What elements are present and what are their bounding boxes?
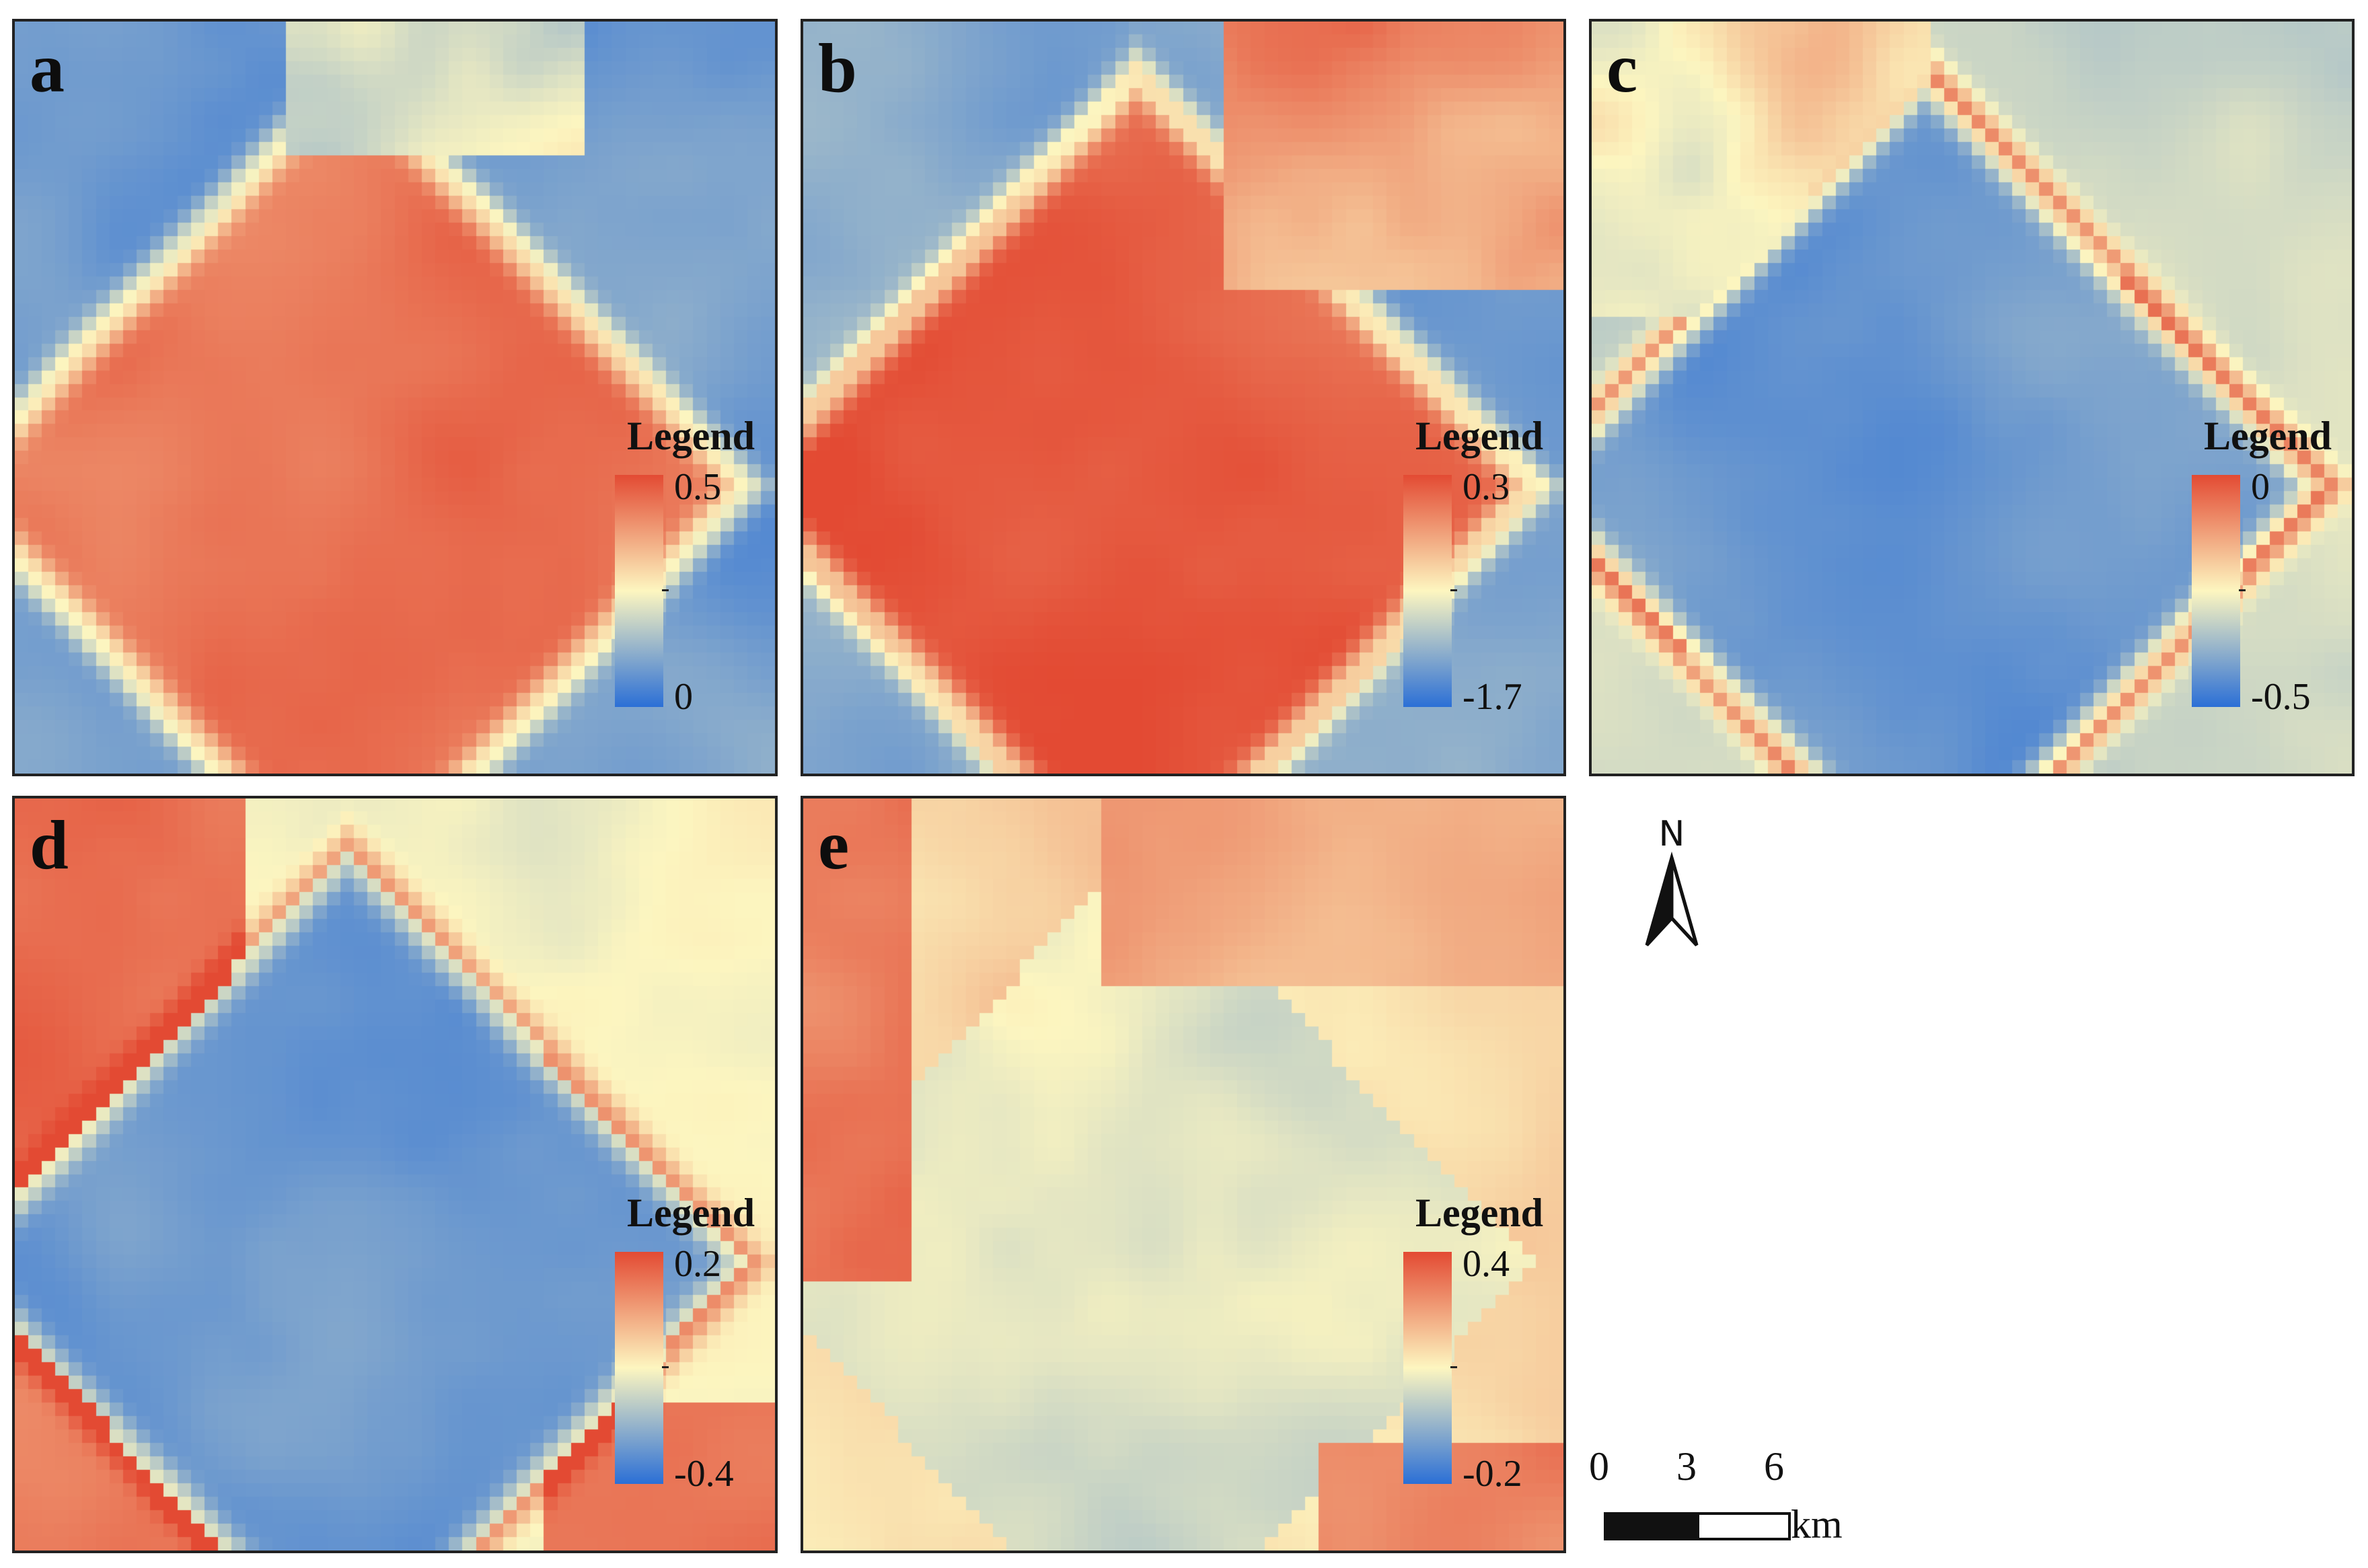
legend-mid-tick — [662, 1366, 669, 1368]
legend-max-value: 0.4 — [1463, 1243, 1510, 1285]
map-panel-a: a Legend 0.5 0 — [12, 19, 778, 776]
panel-label-c: c — [1606, 30, 1638, 107]
legend-title: Legend — [2203, 414, 2332, 458]
legend-min-value: -1.7 — [1463, 676, 1522, 718]
legend-max-value: 0.5 — [674, 466, 721, 508]
legend-max-value: 0.3 — [1463, 466, 1510, 508]
map-panel-d: d Legend 0.2 -0.4 — [12, 796, 778, 1553]
legend-title: Legend — [626, 414, 755, 458]
legend-d: Legend 0.2 -0.4 — [600, 1193, 755, 1529]
map-panel-c: c Legend 0 -0.5 — [1589, 19, 2355, 776]
map-panel-b: b Legend 0.3 -1.7 — [801, 19, 1566, 776]
legend-e: Legend 0.4 -0.2 — [1389, 1193, 1543, 1529]
legend-color-bar — [1403, 1252, 1452, 1484]
legend-c: Legend 0 -0.5 — [2177, 416, 2332, 752]
panel-label-a: a — [30, 30, 65, 107]
scale-unit: km — [1791, 1502, 1843, 1546]
legend-mid-tick — [2239, 589, 2246, 591]
map-panel-e: e Legend 0.4 -0.2 — [801, 796, 1566, 1553]
legend-a: Legend 0.5 0 — [600, 416, 755, 752]
scale-bar: 0 3 6 km — [1588, 1446, 1870, 1547]
scale-tick-3: 3 — [1676, 1444, 1697, 1489]
legend-min-value: -0.5 — [2251, 676, 2311, 718]
panel-label-e: e — [818, 807, 850, 884]
legend-color-bar — [1403, 475, 1452, 707]
legend-mid-tick — [1450, 1366, 1457, 1368]
legend-min-value: -0.4 — [674, 1453, 734, 1495]
scale-tick-6: 6 — [1764, 1444, 1784, 1489]
legend-color-bar — [615, 1252, 663, 1484]
legend-title: Legend — [1415, 414, 1543, 458]
legend-mid-tick — [1450, 589, 1457, 591]
legend-color-bar — [2192, 475, 2240, 707]
north-arrow-icon: N — [1645, 814, 1699, 946]
legend-color-bar — [615, 475, 663, 707]
scale-bar-graphic — [1604, 1512, 1791, 1540]
legend-max-value: 0.2 — [674, 1243, 721, 1285]
legend-b: Legend 0.3 -1.7 — [1389, 416, 1543, 752]
legend-mid-tick — [662, 589, 669, 591]
legend-min-value: 0 — [674, 676, 693, 718]
scale-tick-0: 0 — [1589, 1444, 1609, 1489]
panel-label-d: d — [30, 807, 69, 884]
panel-label-b: b — [818, 30, 857, 107]
legend-min-value: -0.2 — [1463, 1453, 1522, 1495]
north-label: N — [1659, 814, 1685, 854]
legend-max-value: 0 — [2251, 466, 2270, 508]
legend-title: Legend — [1415, 1191, 1543, 1235]
legend-title: Legend — [626, 1191, 755, 1235]
